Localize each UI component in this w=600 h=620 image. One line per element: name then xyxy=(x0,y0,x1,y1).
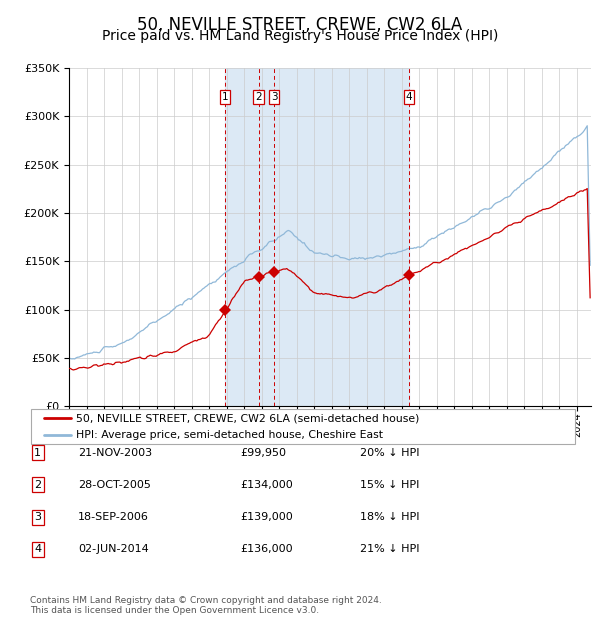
Text: 21% ↓ HPI: 21% ↓ HPI xyxy=(360,544,419,554)
Text: 3: 3 xyxy=(34,512,41,522)
Text: 50, NEVILLE STREET, CREWE, CW2 6LA (semi-detached house): 50, NEVILLE STREET, CREWE, CW2 6LA (semi… xyxy=(76,414,420,423)
Text: £99,950: £99,950 xyxy=(240,448,286,458)
FancyBboxPatch shape xyxy=(31,409,575,444)
Text: Price paid vs. HM Land Registry's House Price Index (HPI): Price paid vs. HM Land Registry's House … xyxy=(102,29,498,43)
Text: 4: 4 xyxy=(406,92,412,102)
Text: 1: 1 xyxy=(34,448,41,458)
Text: 50, NEVILLE STREET, CREWE, CW2 6LA: 50, NEVILLE STREET, CREWE, CW2 6LA xyxy=(137,16,463,33)
Text: 21-NOV-2003: 21-NOV-2003 xyxy=(78,448,152,458)
Text: 4: 4 xyxy=(34,544,41,554)
Text: 2: 2 xyxy=(255,92,262,102)
Text: 18-SEP-2006: 18-SEP-2006 xyxy=(78,512,149,522)
Text: HPI: Average price, semi-detached house, Cheshire East: HPI: Average price, semi-detached house,… xyxy=(76,430,383,440)
Text: £134,000: £134,000 xyxy=(240,480,293,490)
Text: £136,000: £136,000 xyxy=(240,544,293,554)
Text: £139,000: £139,000 xyxy=(240,512,293,522)
Text: 20% ↓ HPI: 20% ↓ HPI xyxy=(360,448,419,458)
Text: 1: 1 xyxy=(221,92,228,102)
Text: 3: 3 xyxy=(271,92,277,102)
Text: 28-OCT-2005: 28-OCT-2005 xyxy=(78,480,151,490)
Text: 2: 2 xyxy=(34,480,41,490)
Text: 15% ↓ HPI: 15% ↓ HPI xyxy=(360,480,419,490)
Text: 18% ↓ HPI: 18% ↓ HPI xyxy=(360,512,419,522)
Text: Contains HM Land Registry data © Crown copyright and database right 2024.
This d: Contains HM Land Registry data © Crown c… xyxy=(30,596,382,615)
Bar xyxy=(225,68,409,406)
Text: 02-JUN-2014: 02-JUN-2014 xyxy=(78,544,149,554)
